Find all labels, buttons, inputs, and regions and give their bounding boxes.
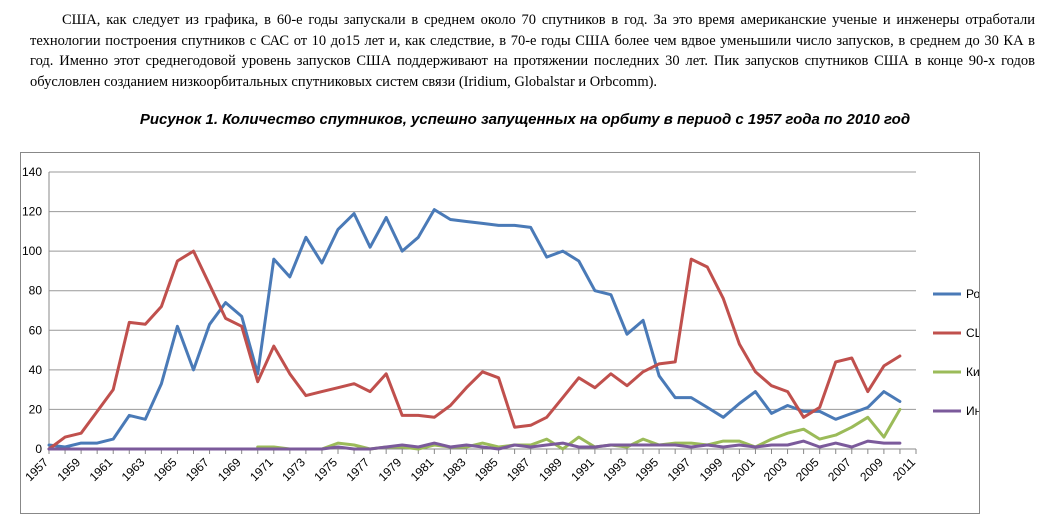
y-tick-label: 120 <box>22 205 42 219</box>
x-tick-label: 1957 <box>22 455 51 484</box>
y-tick-label: 60 <box>29 323 43 337</box>
x-tick-label: 1959 <box>54 455 83 484</box>
x-tick-label: 1961 <box>87 455 116 484</box>
series-line <box>47 249 902 451</box>
x-tick-label: 1967 <box>183 455 212 484</box>
series-line <box>47 208 902 449</box>
x-tick-label: 1991 <box>568 455 597 484</box>
x-tick-label: 1995 <box>632 455 661 484</box>
x-tick-label: 1975 <box>311 455 340 484</box>
y-tick-label: 40 <box>29 363 43 377</box>
x-tick-label: 1989 <box>536 455 565 484</box>
x-tick-label: 1979 <box>376 455 405 484</box>
x-tick-label: 1985 <box>472 455 501 484</box>
figure-caption: Рисунок 1. Количество спутников, успешно… <box>139 111 911 128</box>
y-tick-label: 140 <box>22 165 42 179</box>
y-tick-label: 80 <box>29 284 43 298</box>
x-tick-label: 1971 <box>247 455 276 484</box>
body-paragraph: США, как следует из графика, в 60-е годы… <box>30 12 1035 90</box>
y-tick-label: 0 <box>35 442 42 456</box>
x-tick-label: 1999 <box>697 455 726 484</box>
x-tick-label: 1977 <box>343 455 372 484</box>
legend-label: СШ <box>966 326 979 340</box>
x-tick-label: 1997 <box>665 455 694 484</box>
x-tick-label: 1965 <box>151 455 180 484</box>
y-tick-label: 100 <box>22 244 42 258</box>
x-tick-label: 2007 <box>825 455 854 484</box>
x-tick-label: 1973 <box>279 455 308 484</box>
legend-label: Ки <box>966 365 979 379</box>
x-tick-label: 2009 <box>857 455 886 484</box>
legend-label: Ин <box>966 404 979 418</box>
chart-frame: 0 20 40 60 80 100 120 140 1957 1959 1961 1963 1965 19… <box>20 152 980 514</box>
legend-label: Ро <box>966 287 979 301</box>
x-tick-label: 1969 <box>215 455 244 484</box>
x-tick-label: 1983 <box>440 455 469 484</box>
series-line <box>47 439 902 451</box>
x-tick-label: 1993 <box>600 455 629 484</box>
y-tick-label: 20 <box>29 402 43 416</box>
x-tick-label: 1987 <box>504 455 533 484</box>
x-tick-label: 1963 <box>119 455 148 484</box>
x-tick-label: 1981 <box>408 455 437 484</box>
x-tick-label: 2005 <box>793 455 822 484</box>
x-tick-label: 2003 <box>761 455 790 484</box>
x-tick-label: 2011 <box>890 455 918 483</box>
x-tick-label: 2001 <box>729 455 758 484</box>
